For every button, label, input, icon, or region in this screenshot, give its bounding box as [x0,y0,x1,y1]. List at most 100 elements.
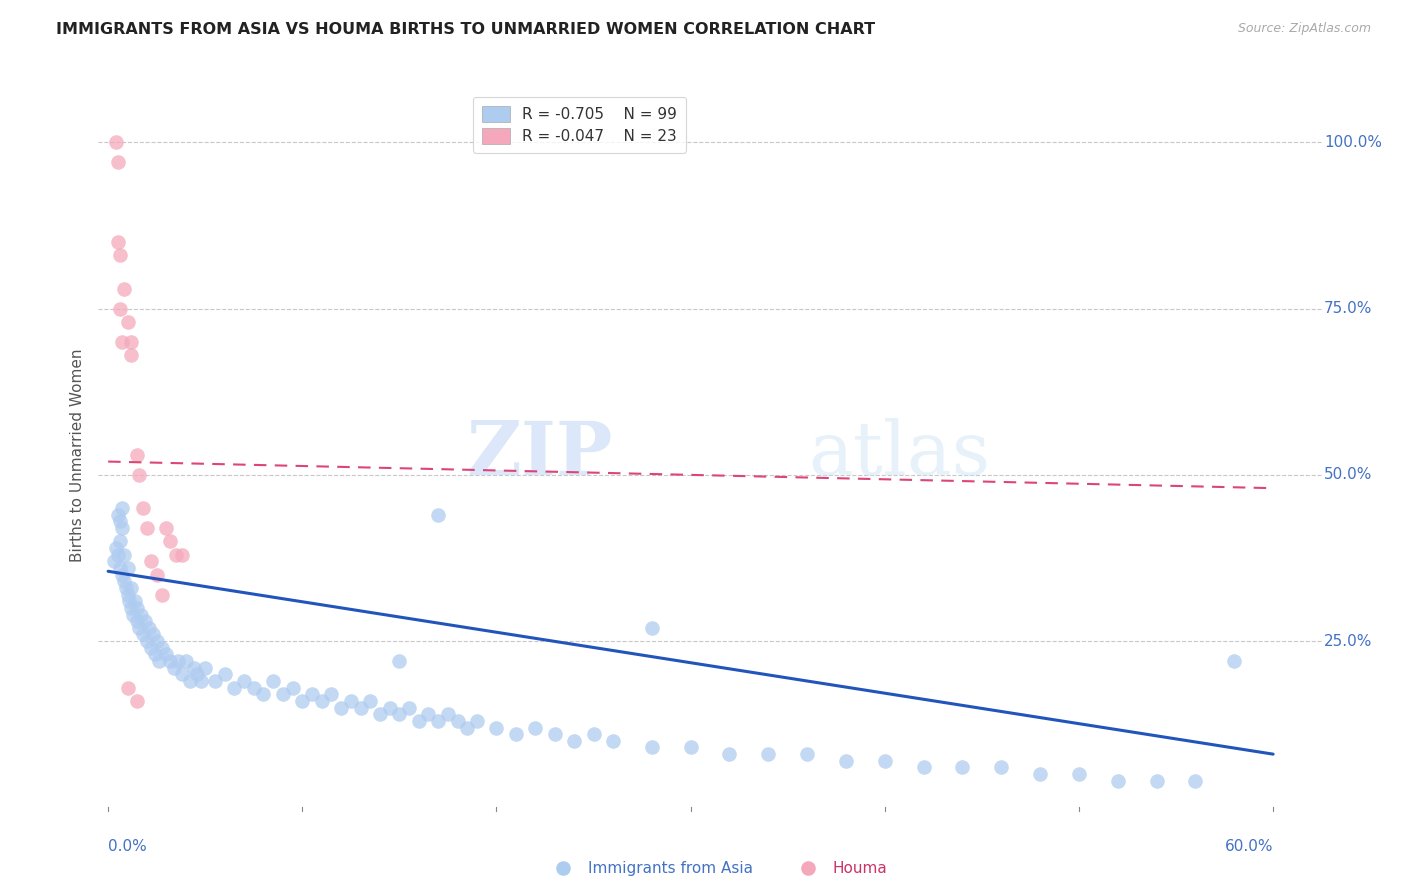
Point [349,700,371,714]
Point [1146,773,1168,788]
Point [368,707,391,722]
Point [437,707,460,722]
Text: Source: ZipAtlas.com: Source: ZipAtlas.com [1237,22,1371,36]
Text: 100.0%: 100.0% [1324,135,1382,150]
Point [194,661,217,675]
Point [186,667,208,681]
Point [1223,654,1246,668]
Point [641,621,664,635]
Point [167,654,190,668]
Point [124,594,146,608]
Text: IMMIGRANTS FROM ASIA VS HOUMA BIRTHS TO UNMARRIED WOMEN CORRELATION CHART: IMMIGRANTS FROM ASIA VS HOUMA BIRTHS TO … [56,22,876,37]
Point [718,747,741,761]
Point [127,614,149,628]
Point [952,760,974,774]
Point [104,541,127,555]
Point [117,588,139,602]
Point [139,640,162,655]
Point [330,700,353,714]
Point [107,508,129,522]
Point [271,687,294,701]
Point [524,721,547,735]
Point [112,282,135,296]
Point [111,334,134,349]
Point [562,734,585,748]
Point [602,734,624,748]
Point [388,654,411,668]
Point [107,548,129,562]
Point [1067,767,1090,781]
Point [142,627,165,641]
Point [224,681,246,695]
Point [190,673,212,688]
Point [485,721,508,735]
Point [427,508,450,522]
Point [242,681,264,695]
Point [796,747,818,761]
Point [165,548,187,562]
Point [127,448,149,462]
Point [990,760,1012,774]
Point [120,581,142,595]
Point [120,600,142,615]
Point [107,155,129,169]
Point [136,634,159,648]
Point [128,621,150,635]
Text: 75.0%: 75.0% [1324,301,1372,316]
Point [679,740,702,755]
Text: Immigrants from Asia: Immigrants from Asia [588,861,752,876]
Point [252,687,274,701]
Point [359,694,381,708]
Point [145,567,167,582]
Point [128,467,150,482]
Point [408,714,430,728]
Point [446,714,468,728]
Point [912,760,935,774]
Point [756,747,779,761]
Point [456,721,478,735]
Point [132,501,155,516]
Point [127,600,149,615]
Point [138,621,160,635]
Point [641,740,664,755]
Point [152,640,174,655]
Text: 50.0%: 50.0% [1324,467,1372,483]
Text: atlas: atlas [808,418,990,491]
Point [159,534,181,549]
Point [108,515,131,529]
Point [143,648,166,662]
Point [311,694,333,708]
Point [117,681,139,695]
Legend: R = -0.705    N = 99, R = -0.047    N = 23: R = -0.705 N = 99, R = -0.047 N = 23 [472,97,686,153]
Point [1029,767,1052,781]
Point [170,548,193,562]
Text: 25.0%: 25.0% [1324,633,1372,648]
Point [873,754,896,768]
Point [835,754,858,768]
Point [120,334,142,349]
Point [136,521,159,535]
Point [233,673,256,688]
Point [281,681,304,695]
Point [1184,773,1206,788]
Point [104,136,127,150]
Point [418,707,440,722]
Point [148,654,170,668]
Point [388,707,411,722]
Point [108,248,131,262]
Point [301,687,323,701]
Point [155,521,177,535]
Text: Houma: Houma [832,861,887,876]
Point [127,694,149,708]
Point [117,561,139,575]
Point [145,634,167,648]
Point [204,673,226,688]
Point [155,648,177,662]
Point [291,694,314,708]
Point [132,627,155,641]
Point [108,561,131,575]
Point [1223,844,1246,858]
Point [108,301,131,316]
Point [174,654,197,668]
Point [465,714,488,728]
